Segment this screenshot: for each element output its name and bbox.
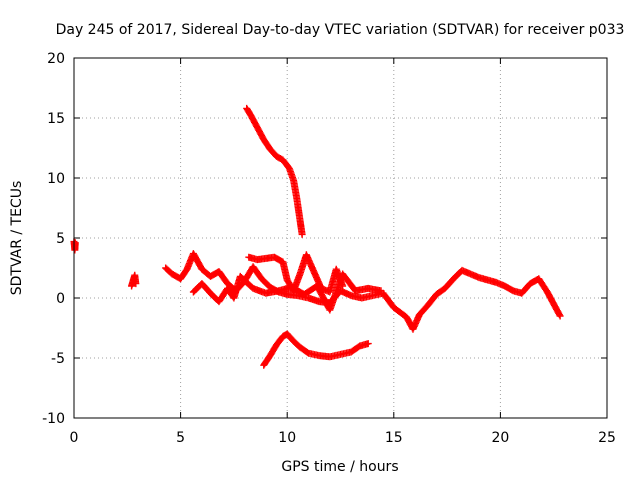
x-tick-label: 15: [385, 430, 403, 446]
y-tick-label: 5: [56, 231, 65, 247]
x-tick-label: 25: [598, 430, 616, 446]
axis-ticks: 0 5 10 15 20 25 -10 -5 0 5 10 15 20: [42, 51, 616, 446]
data-point-interp: [555, 311, 563, 319]
grid-lines: [74, 58, 607, 418]
y-tick-label: 15: [47, 111, 65, 127]
data-point: [364, 340, 372, 348]
series-arc-descending: [243, 104, 306, 238]
y-tick-label: 10: [47, 171, 65, 187]
data-point: [556, 312, 564, 320]
y-tick-label: -5: [51, 351, 65, 367]
data-point: [71, 239, 79, 247]
series-arc-start: [70, 238, 79, 254]
plot-frame: [73, 57, 608, 419]
y-tick-label: -10: [42, 411, 65, 427]
x-axis-label: GPS time / hours: [281, 459, 398, 475]
data-point: [377, 287, 385, 295]
series-arc-2.8h: [128, 271, 140, 290]
x-tick-label: 5: [176, 430, 185, 446]
y-tick-label: 0: [56, 291, 65, 307]
data-points: [70, 104, 564, 369]
y-axis-label: SDTVAR / TECUs: [9, 181, 25, 296]
x-tick-label: 20: [491, 430, 509, 446]
x-tick-label: 0: [70, 430, 79, 446]
y-tick-label: 20: [47, 51, 65, 67]
series-arc-main: [162, 250, 564, 333]
chart-title: Day 245 of 2017, Sidereal Day-to-day VTE…: [56, 22, 625, 38]
x-tick-label: 10: [278, 430, 296, 446]
data-point: [298, 230, 306, 238]
data-point: [132, 280, 140, 288]
series-arc-secondary: [189, 270, 385, 314]
series-arc-lower: [260, 330, 372, 369]
